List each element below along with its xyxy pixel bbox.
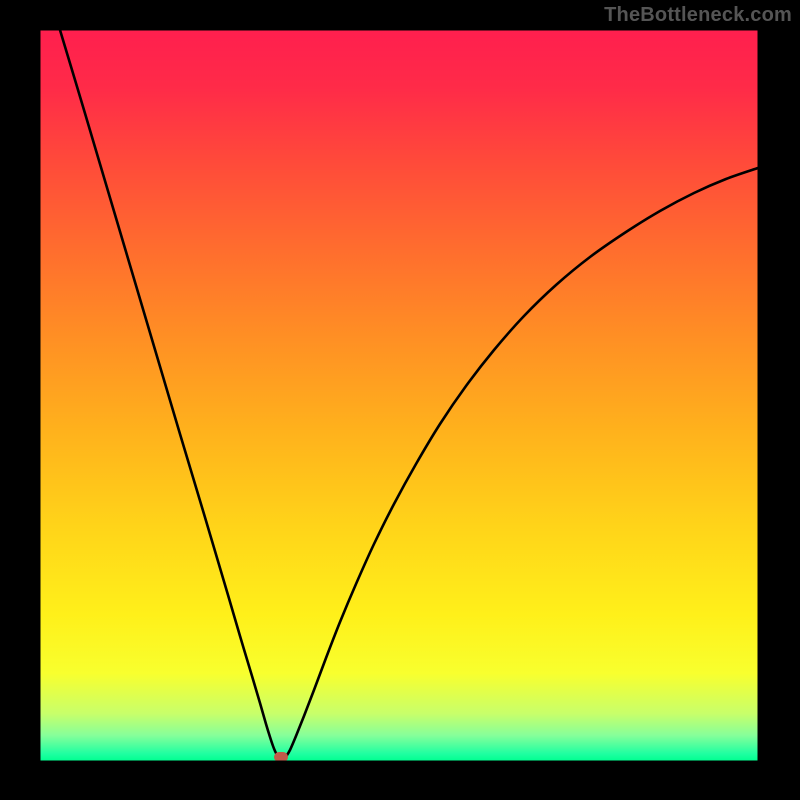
bottleneck-chart [0,0,800,800]
plot-area-gradient [40,30,758,761]
stage: TheBottleneck.com [0,0,800,800]
